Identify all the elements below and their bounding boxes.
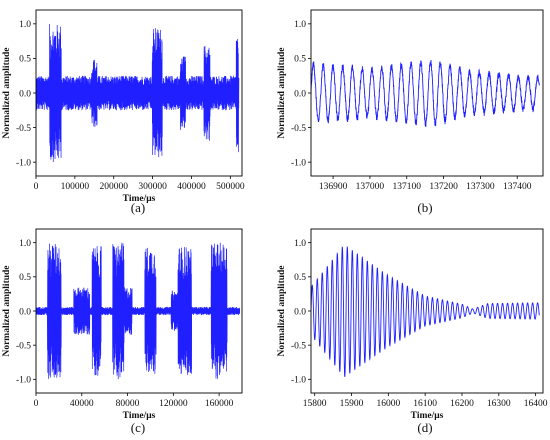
y-tick-label-c: -1.0 xyxy=(16,376,31,386)
x-tick-label-d: 16200 xyxy=(450,399,474,409)
y-tick-label-a: 1.0 xyxy=(19,20,31,30)
x-tick-label-a: 300000 xyxy=(138,182,167,192)
panel-b: 136900 137000 137100 137200 137300 137400 -1.0… xyxy=(277,9,544,215)
x-tick-label-b: 137000 xyxy=(356,182,385,192)
y-tick-label-c: 1.0 xyxy=(19,239,31,249)
x-tick-label-b: 137300 xyxy=(466,182,495,192)
y-tick-label-a: -1.0 xyxy=(16,158,31,168)
x-tick-label-b: 136900 xyxy=(319,182,348,192)
x-tick-label-a: 400000 xyxy=(177,182,206,192)
panel-a: 0 100000 200000 300000 400000 500000 -1.0 -0.5 0… xyxy=(2,9,245,215)
y-tick-label-b: -0.5 xyxy=(291,124,306,134)
y-tick-label-c: 0.5 xyxy=(19,273,31,283)
y-tick-label-c: 0.0 xyxy=(19,307,31,317)
x-tick-label-d: 16400 xyxy=(524,399,548,409)
x-tick-label-c: 40000 xyxy=(70,399,94,409)
x-axis-label-a: Time/μs xyxy=(123,194,156,204)
y-tick-label-d: -0.5 xyxy=(291,341,306,351)
x-tick-label-c: 160000 xyxy=(205,399,234,409)
x-tick-label-b: 137400 xyxy=(503,182,532,192)
panel-label-d: (d) xyxy=(417,420,432,435)
y-tick-label-d: 0.0 xyxy=(294,307,306,317)
panel-label-a: (a) xyxy=(131,200,145,215)
x-tick-label-d: 16100 xyxy=(413,399,437,409)
plot-frame-b xyxy=(310,9,544,177)
x-tick-label-a: 100000 xyxy=(61,182,90,192)
x-tick-label-d: 16300 xyxy=(487,399,511,409)
x-tick-label-b: 137100 xyxy=(392,182,421,192)
y-axis-label-a: Normalized amplitude xyxy=(2,47,12,138)
y-tick-label-b: 0.0 xyxy=(294,89,306,99)
y-tick-label-a: 0.5 xyxy=(19,55,31,65)
y-tick-label-d: 1.0 xyxy=(294,239,306,249)
y-axis-label-c: Normalized amplitude xyxy=(2,265,12,356)
series-line-a xyxy=(36,24,240,163)
x-axis-label-d: Time/μs xyxy=(411,411,444,421)
y-tick-label-b: 1.0 xyxy=(294,20,306,30)
series-line-d xyxy=(311,245,540,377)
panel-d: 15800 15900 16000 16100 16200 16300 16400 -1.0 -… xyxy=(277,228,548,435)
x-tick-label-d: 15900 xyxy=(340,399,364,409)
panel-label-b: (b) xyxy=(417,200,432,215)
y-tick-label-b: 0.5 xyxy=(294,55,306,65)
y-tick-label-d: 0.5 xyxy=(294,273,306,283)
y-tick-label-a: 0.0 xyxy=(19,89,31,99)
x-tick-label-d: 15800 xyxy=(303,399,327,409)
x-tick-label-b: 137200 xyxy=(429,182,458,192)
y-axis-label-d: Normalized amplitude xyxy=(277,265,287,356)
y-axis-label-b: Normalized amplitude xyxy=(277,47,287,138)
y-tick-label-a: -0.5 xyxy=(16,124,31,134)
x-tick-label-c: 120000 xyxy=(159,399,188,409)
x-axis-label-c: Time/μs xyxy=(123,411,156,421)
y-tick-label-c: -0.5 xyxy=(16,341,31,351)
x-tick-label-c: 80000 xyxy=(116,399,140,409)
x-tick-label-c: 0 xyxy=(34,399,39,409)
y-tick-label-d: -1.0 xyxy=(291,376,306,386)
series-line-c xyxy=(36,242,241,380)
x-tick-label-a: 500000 xyxy=(216,182,245,192)
series-line-b xyxy=(311,60,540,128)
y-tick-label-b: -1.0 xyxy=(291,158,306,168)
x-tick-label-a: 200000 xyxy=(99,182,128,192)
x-tick-label-a: 0 xyxy=(34,182,39,192)
panel-c: 0 40000 80000 120000 160000 -1.0 -0.5 0.0 0.5 1.0… xyxy=(2,228,243,435)
panel-label-c: (c) xyxy=(131,420,145,435)
x-tick-label-d: 16000 xyxy=(376,399,400,409)
